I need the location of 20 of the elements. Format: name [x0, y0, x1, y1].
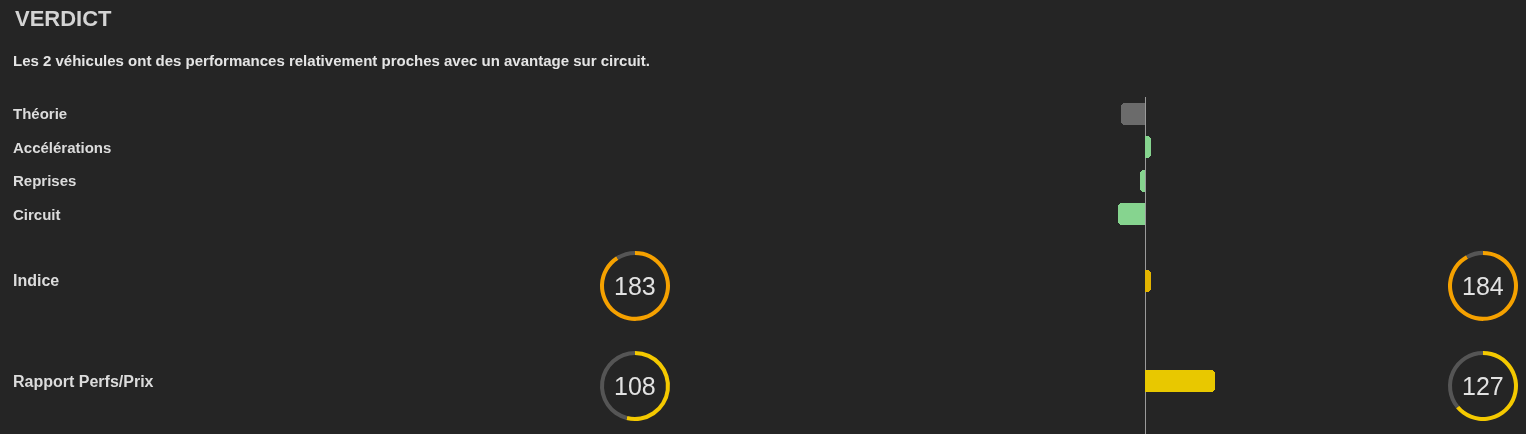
- y-tick-label: Circuit: [13, 206, 61, 223]
- donut-slice: [1456, 351, 1518, 421]
- bar: [1121, 103, 1145, 125]
- donut-slice: [616, 250, 635, 260]
- bar: [1118, 203, 1145, 225]
- text: 183: [614, 272, 656, 300]
- text: 184: [1462, 272, 1504, 300]
- donut-slice: [1466, 250, 1483, 259]
- text: 127: [1462, 372, 1504, 400]
- y-tick-label: Indice: [13, 272, 60, 289]
- y-tick-label: Accélérations: [13, 139, 112, 156]
- donut-slice: [1448, 250, 1518, 321]
- bar: [1145, 370, 1215, 392]
- y-tick-label: Théorie: [13, 105, 68, 122]
- y-tick-label: Rapport Perfs/Prix: [13, 373, 154, 390]
- text: 108: [614, 372, 656, 400]
- y-tick-label: Reprises: [13, 172, 77, 189]
- donut-slice: [600, 250, 670, 321]
- text: Les 2 véhicules ont des performances relativement proches avec un avantage sur circuit.: [13, 52, 650, 69]
- text: VERDICT: [15, 5, 113, 31]
